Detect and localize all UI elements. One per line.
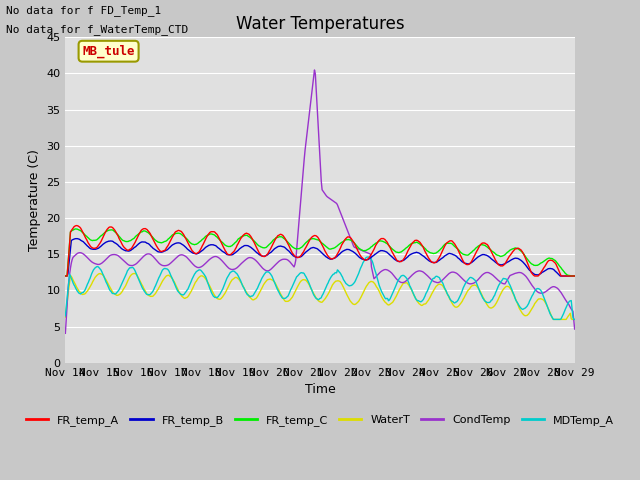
Y-axis label: Temperature (C): Temperature (C) [28,149,41,251]
Legend: FR_temp_A, FR_temp_B, FR_temp_C, WaterT, CondTemp, MDTemp_A: FR_temp_A, FR_temp_B, FR_temp_C, WaterT,… [22,411,618,431]
X-axis label: Time: Time [305,383,335,396]
Text: MB_tule: MB_tule [83,45,135,58]
Text: No data for f FD_Temp_1: No data for f FD_Temp_1 [6,5,162,16]
Text: No data for f_WaterTemp_CTD: No data for f_WaterTemp_CTD [6,24,189,35]
Title: Water Temperatures: Water Temperatures [236,15,404,33]
